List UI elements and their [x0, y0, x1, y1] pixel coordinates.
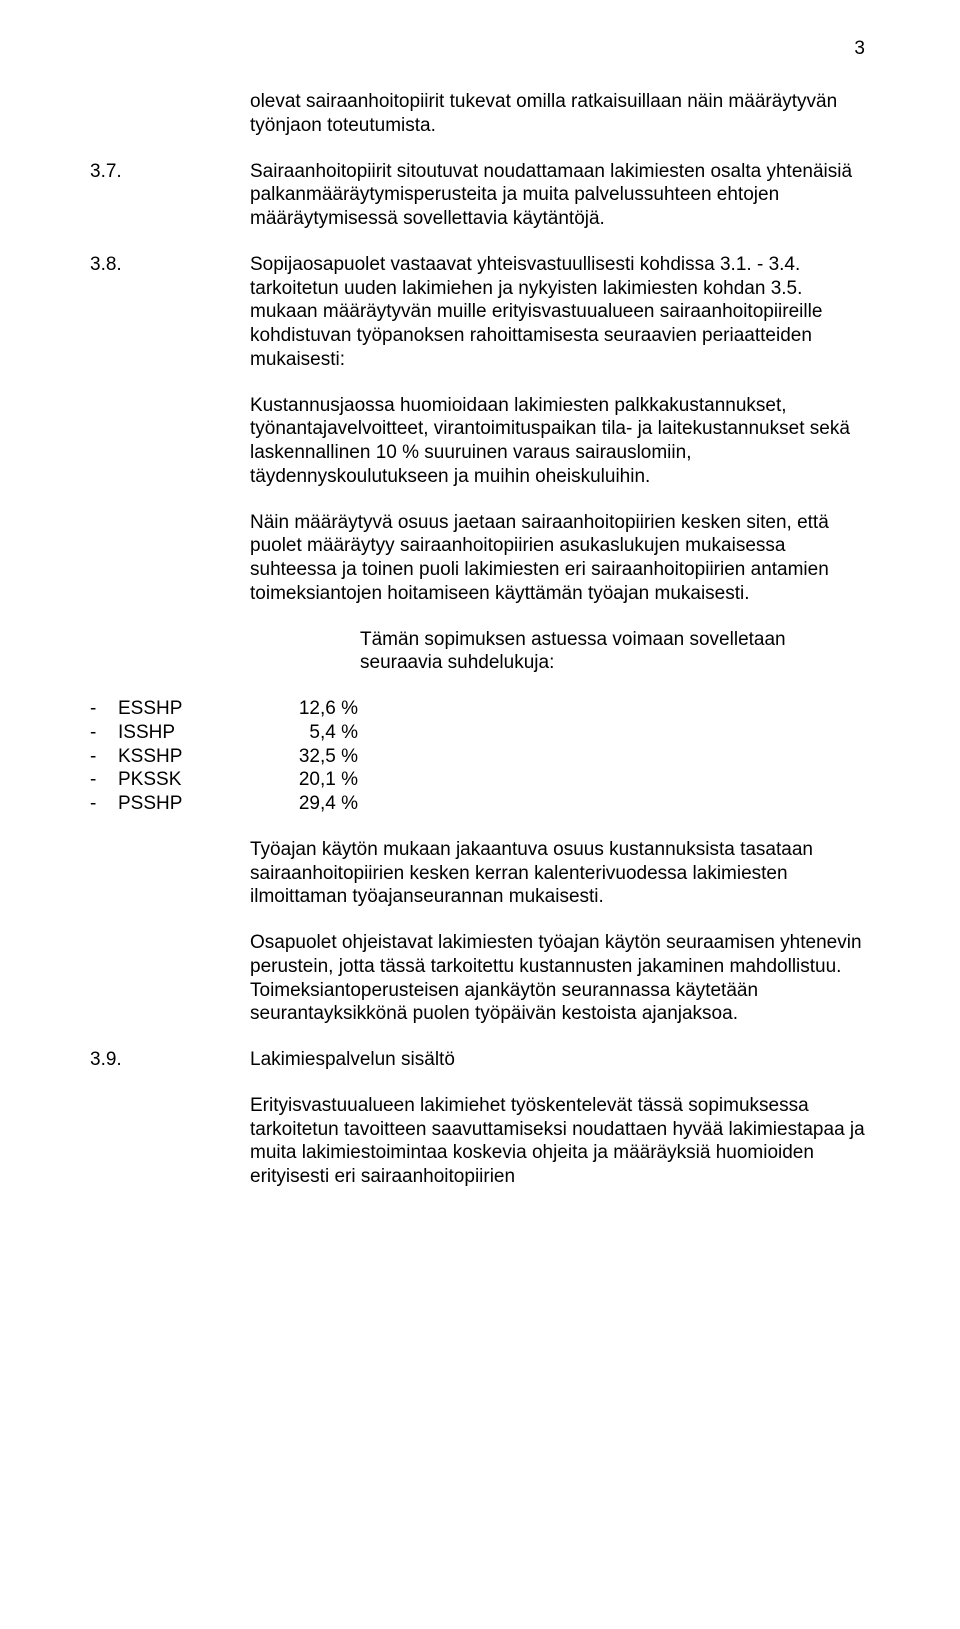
- ratio-value: 12,6 %: [288, 697, 358, 721]
- paragraph: Osapuolet ohjeistavat lakimiesten työaja…: [250, 931, 870, 1026]
- ratio-item: - KSSHP 32,5 %: [90, 745, 870, 769]
- numbered-paragraph: 3.8. Sopijaosapuolet vastaavat yhteisvas…: [90, 253, 870, 372]
- ratio-label: PSSHP: [118, 792, 288, 816]
- list-dash: -: [90, 792, 118, 816]
- ratio-label: ISSHP: [118, 721, 288, 745]
- paragraph: Erityisvastuualueen lakimiehet työskente…: [250, 1094, 870, 1189]
- list-dash: -: [90, 745, 118, 769]
- paragraph-body: Sairaanhoitopiirit sitoutuvat noudattama…: [250, 160, 870, 231]
- page-content: olevat sairaanhoitopiirit tukevat omilla…: [90, 90, 870, 1189]
- ratio-item: - PSSHP 29,4 %: [90, 792, 870, 816]
- section-number: 3.9.: [90, 1048, 250, 1072]
- ratio-label: PKSSK: [118, 768, 288, 792]
- paragraph: Kustannusjaossa huomioidaan lakimiesten …: [250, 394, 870, 489]
- document-page: 3 olevat sairaanhoitopiirit tukevat omil…: [0, 0, 960, 1629]
- ratio-list: - ESSHP 12,6 % - ISSHP 5,4 % - KSSHP 32,…: [90, 697, 870, 816]
- paragraph: olevat sairaanhoitopiirit tukevat omilla…: [250, 90, 870, 138]
- section-number: 3.7.: [90, 160, 250, 231]
- ratio-label: ESSHP: [118, 697, 288, 721]
- ratio-item: - PKSSK 20,1 %: [90, 768, 870, 792]
- section-title: Lakimiespalvelun sisältö: [250, 1048, 870, 1072]
- list-dash: -: [90, 697, 118, 721]
- section-number: 3.8.: [90, 253, 250, 372]
- numbered-paragraph: 3.7. Sairaanhoitopiirit sitoutuvat nouda…: [90, 160, 870, 231]
- ratio-value: 29,4 %: [288, 792, 358, 816]
- page-number: 3: [854, 38, 865, 60]
- list-dash: -: [90, 768, 118, 792]
- ratio-value: 32,5 %: [288, 745, 358, 769]
- paragraph-body: Sopijaosapuolet vastaavat yhteisvastuull…: [250, 253, 870, 372]
- list-dash: -: [90, 721, 118, 745]
- paragraph: Tämän sopimuksen astuessa voimaan sovell…: [360, 628, 870, 676]
- paragraph: Näin määräytyvä osuus jaetaan sairaanhoi…: [250, 511, 870, 606]
- ratio-value: 5,4 %: [288, 721, 358, 745]
- ratio-item: - ISSHP 5,4 %: [90, 721, 870, 745]
- numbered-paragraph: 3.9. Lakimiespalvelun sisältö: [90, 1048, 870, 1072]
- ratio-value: 20,1 %: [288, 768, 358, 792]
- paragraph: Työajan käytön mukaan jakaantuva osuus k…: [250, 838, 870, 909]
- ratio-item: - ESSHP 12,6 %: [90, 697, 870, 721]
- ratio-label: KSSHP: [118, 745, 288, 769]
